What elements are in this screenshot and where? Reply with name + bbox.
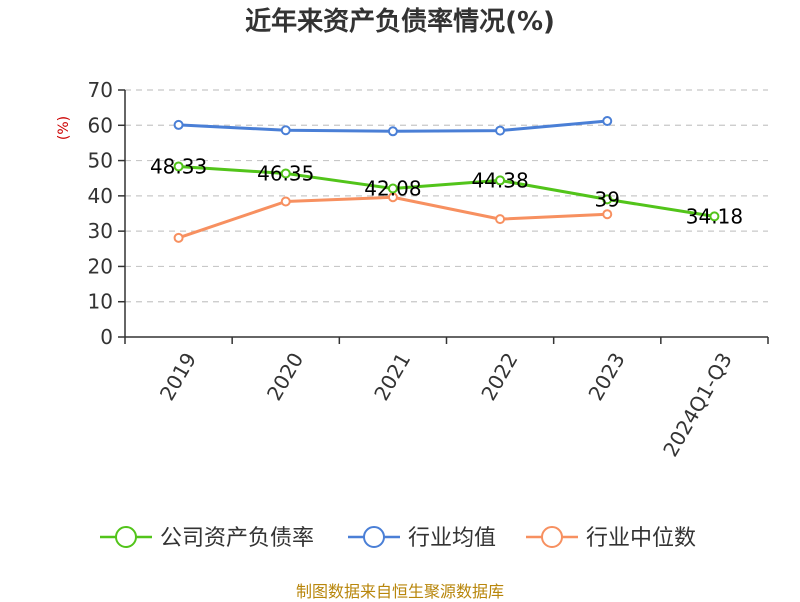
y-tick-label: 70: [88, 78, 113, 102]
data-point: [602, 209, 613, 220]
legend-label: 公司资产负债率: [160, 526, 314, 551]
data-label: 34.18: [686, 204, 743, 228]
x-tick-label: 2019: [155, 349, 201, 405]
data-point: [280, 168, 291, 179]
data-label: 39: [595, 187, 620, 211]
legend-marker: [363, 526, 385, 548]
data-point: [173, 232, 184, 243]
data-label: 44.38: [471, 168, 528, 192]
data-point: [173, 161, 184, 172]
y-tick-label: 60: [88, 113, 113, 137]
grid-lines: [125, 89, 768, 303]
legend-label: 行业均值: [408, 526, 496, 551]
data-point: [387, 183, 398, 194]
legend-label: 行业中位数: [586, 526, 696, 551]
legend-item[interactable]: 行业中位数: [526, 526, 696, 551]
data-labels: 48.33 46.35 42.08 44.38 39 34.18: [150, 154, 743, 228]
data-point: [495, 175, 506, 186]
data-label: 48.33: [150, 154, 207, 178]
legend-marker: [115, 526, 137, 548]
x-tick-label: 2024Q1-Q3: [658, 349, 737, 461]
data-point: [495, 214, 506, 225]
y-tick-label: 10: [88, 290, 113, 314]
y-tick-label: 40: [88, 184, 113, 208]
data-point: [280, 125, 291, 136]
legend-item[interactable]: 行业均值: [348, 526, 496, 551]
legend: 公司资产负债率 行业均值 行业中位数: [100, 526, 696, 551]
chart-title: 近年来资产负债率情况(%): [245, 7, 555, 37]
data-point: [602, 116, 613, 127]
source-note: 制图数据来自恒生聚源数据库: [295, 582, 504, 601]
x-tick-label: 2023: [583, 349, 629, 405]
x-tick-label: 2022: [476, 349, 522, 405]
y-axis-label: (%): [56, 116, 72, 140]
y-tick-label: 0: [100, 325, 113, 349]
legend-item[interactable]: 公司资产负债率: [100, 526, 314, 551]
series-lines: [173, 116, 720, 243]
y-tick-label: 50: [88, 149, 113, 173]
y-tick-label: 20: [88, 254, 113, 278]
data-point: [173, 119, 184, 130]
data-label: 42.08: [364, 177, 421, 201]
data-point: [602, 194, 613, 205]
data-point: [387, 126, 398, 137]
x-tick-label: 2021: [369, 349, 415, 405]
legend-marker: [541, 526, 563, 548]
x-tick-label: 2020: [262, 349, 308, 405]
series-line: [177, 195, 609, 240]
axes: 0 10 20 30 40 50 60 70 2019 2020 2021 2022 2023 2024Q…: [56, 78, 769, 461]
data-point: [709, 211, 720, 222]
data-point: [495, 125, 506, 136]
y-tick-label: 30: [88, 219, 113, 243]
series-line: [177, 164, 716, 218]
data-label: 46.35: [257, 161, 314, 185]
data-point: [280, 196, 291, 207]
